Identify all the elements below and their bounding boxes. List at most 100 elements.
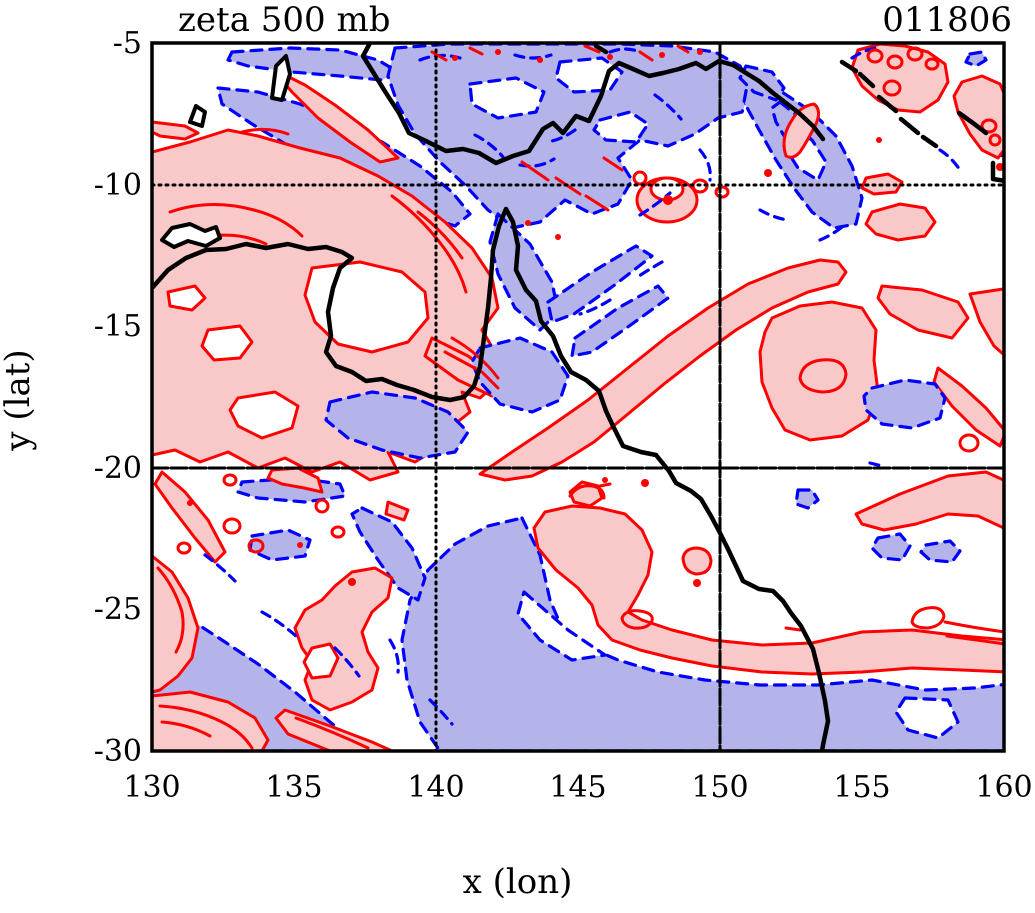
- red-line-details: [168, 203, 304, 238]
- red-line-details: [638, 50, 654, 62]
- coastline: [360, 43, 826, 166]
- red-dots: [525, 220, 531, 226]
- time-label: 011806: [882, 0, 1012, 40]
- pink-fill: [266, 466, 324, 494]
- red-dots: [697, 49, 703, 55]
- pink-fill: [478, 258, 848, 482]
- blue-fill-over: [324, 390, 470, 460]
- x-tick-label: 140: [407, 770, 465, 805]
- plot-border: [150, 41, 1006, 753]
- blue-holes: [516, 590, 607, 662]
- blue-dash-squiggles: [545, 128, 577, 144]
- blue-dash-squiggles: [473, 133, 505, 159]
- red-line-details: [958, 433, 980, 453]
- pink-fill: [152, 120, 200, 141]
- red-dots: [764, 169, 772, 177]
- pink-fill: [153, 470, 227, 564]
- blue-fill-under: [226, 46, 400, 82]
- coastline: [920, 134, 939, 149]
- red-dots: [348, 578, 356, 586]
- y-tick-label: -30: [93, 734, 142, 769]
- red-line-details: [468, 46, 484, 56]
- red-dots: [607, 54, 613, 60]
- blue-dash-squiggles: [938, 148, 962, 172]
- x-axis-title: x (lon): [462, 862, 573, 902]
- red-line-details: [632, 170, 648, 186]
- y-tick-label: -20: [93, 450, 142, 486]
- red-dots: [659, 52, 665, 58]
- red-line-details: [330, 525, 346, 539]
- red-line-details: [294, 716, 370, 750]
- x-tick-label: 135: [265, 770, 323, 805]
- coast-islands: [188, 104, 207, 128]
- pink-holes: [649, 176, 685, 202]
- red-line-details: [924, 57, 940, 71]
- blue-fill-under: [964, 50, 988, 68]
- blue-dash-squiggles: [260, 610, 298, 638]
- coastline: [839, 59, 859, 74]
- coastline: [898, 116, 921, 136]
- red-dots: [537, 57, 543, 63]
- red-dots: [996, 163, 1004, 171]
- red-line-details: [314, 498, 330, 514]
- red-line-details: [910, 606, 946, 630]
- red-line-details: [443, 350, 500, 390]
- x-tick-label: 130: [123, 770, 181, 805]
- coastline: [956, 110, 989, 136]
- red-line-details: [430, 50, 448, 62]
- blue-dash-squiggles: [638, 191, 672, 217]
- pink-fill: [152, 554, 200, 694]
- blue-dash-squiggles: [203, 553, 237, 583]
- red-line-details: [945, 634, 1004, 646]
- red-line-details: [160, 720, 212, 738]
- blue-fill-over: [470, 336, 570, 414]
- blue-holes: [592, 110, 650, 144]
- red-line-details: [988, 133, 1002, 147]
- red-line-details: [158, 704, 254, 750]
- pink-fill: [854, 470, 1004, 532]
- blue-dash-squiggles: [518, 157, 556, 168]
- red-line-details: [943, 620, 1004, 634]
- red-line-details: [247, 538, 265, 554]
- red-dots: [663, 195, 673, 205]
- blue-fill-under: [870, 532, 912, 562]
- red-line-details: [240, 127, 290, 136]
- red-line-details: [882, 79, 902, 97]
- blue-fill-over: [862, 378, 947, 430]
- red-dots: [452, 55, 458, 61]
- red-line-details: [222, 517, 242, 535]
- red-dots: [297, 542, 303, 548]
- coastline: [990, 160, 1004, 183]
- blue-fill-under: [919, 539, 962, 564]
- pink-holes: [228, 390, 300, 440]
- blue-dash-squiggles: [388, 638, 400, 674]
- red-line-details: [620, 609, 654, 630]
- pink-fill: [293, 566, 394, 712]
- pink-holes: [200, 324, 254, 362]
- blue-dash-squiggles: [850, 46, 878, 60]
- pink-fill: [782, 102, 821, 159]
- y-tick-label: -10: [93, 167, 142, 203]
- coastline: [152, 206, 831, 751]
- red-line-details: [602, 156, 624, 172]
- pink-fill: [152, 690, 270, 751]
- red-line-details: [886, 54, 904, 70]
- y-tick-label: -25: [93, 592, 142, 628]
- red-line-details: [416, 210, 464, 260]
- red-dots: [495, 49, 501, 55]
- blue-fill-under: [546, 244, 654, 324]
- pink-fill: [876, 284, 970, 340]
- coast-islands: [160, 222, 222, 249]
- red-line-details: [598, 482, 612, 488]
- coastline: [876, 94, 899, 114]
- pink-fill: [758, 300, 880, 442]
- red-line-details: [520, 160, 550, 182]
- red-line-details: [450, 336, 500, 380]
- blue-dash-squiggles: [428, 698, 454, 726]
- pink-holes: [166, 284, 207, 312]
- pink-fill: [864, 202, 937, 242]
- blue-dash-squiggles: [578, 298, 612, 316]
- blue-dash-squiggles: [758, 208, 790, 222]
